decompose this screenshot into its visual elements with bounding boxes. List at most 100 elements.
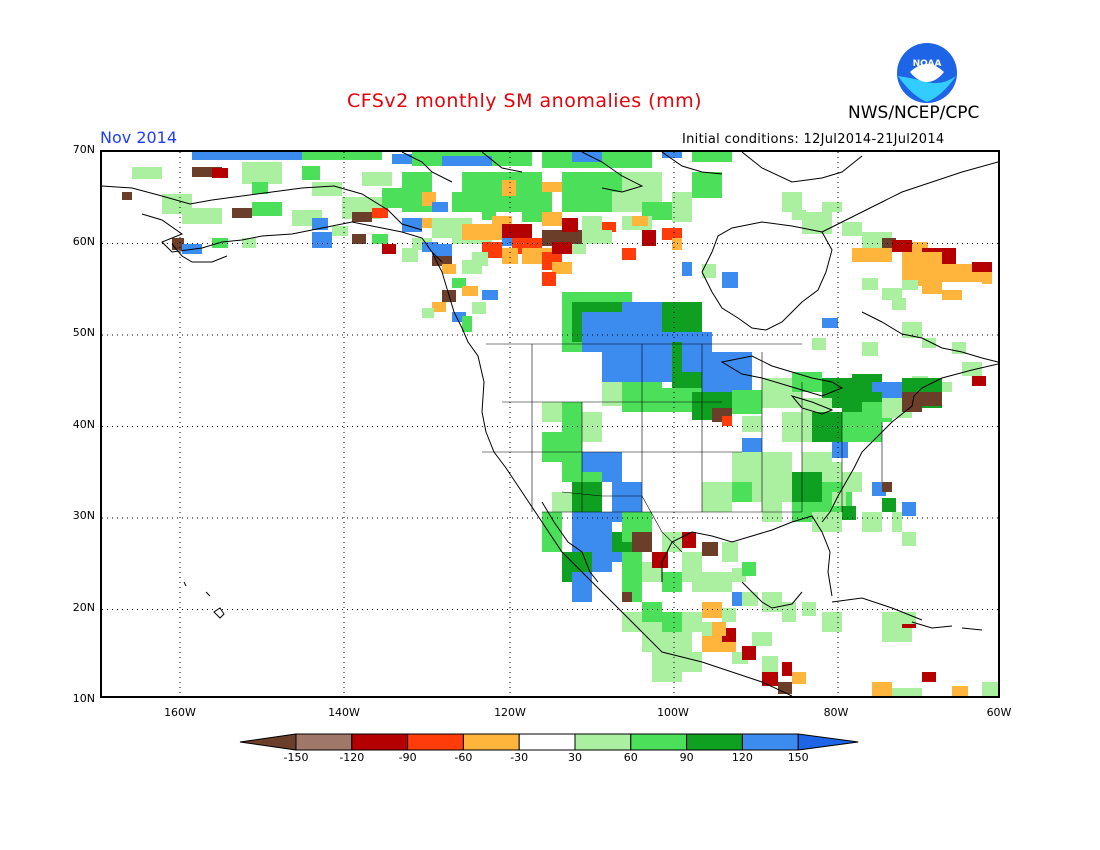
colorbar-tick-label: 150 [787,751,809,764]
organization-label: NWS/NCEP/CPC [848,103,980,123]
anomaly-cell [122,192,132,200]
anomaly-cell [462,316,472,332]
coastline [183,581,187,587]
anomaly-cell [692,172,722,198]
lat-label: 10N [72,692,95,705]
anomaly-cell [422,242,438,252]
anomaly-cell [822,318,838,328]
colorbar [239,733,859,751]
anomaly-cell [732,482,752,502]
anomaly-cell [362,172,392,186]
anomaly-cell [952,686,968,696]
anomaly-cell [352,234,366,244]
anomaly-cell [852,248,892,262]
anomaly-cell [542,402,562,422]
anomaly-cell [902,502,916,516]
anomaly-cell [662,302,702,332]
anomaly-cell [982,272,992,284]
anomaly-cell [922,338,936,348]
anomaly-cell [372,208,388,218]
colorbar-segment [630,733,688,751]
anomaly-cell [862,342,878,356]
anomaly-cell [622,592,632,602]
anomaly-cell [812,512,842,532]
anomaly-cell [572,152,602,162]
coastline [171,243,228,263]
anomaly-cell [872,682,892,696]
anomaly-cell [902,392,922,412]
colorbar-segment [407,733,464,751]
anomaly-cell [462,286,478,296]
colorbar-segment [574,733,632,751]
colorbar-tick-label: -150 [283,751,309,764]
anomaly-cell [452,312,466,322]
anomaly-cell [902,532,916,546]
anomaly-cell [922,392,942,406]
anomaly-cell [812,338,826,350]
anomaly-cell [972,376,986,386]
anomaly-cell [882,288,902,300]
anomaly-cell [652,652,682,682]
anomaly-cell [822,612,842,632]
anomaly-cell [842,222,862,236]
anomaly-cell [682,652,702,672]
map-frame [100,150,1000,698]
coastline [581,152,644,193]
anomaly-cell [692,572,712,592]
anomaly-cell [192,152,302,160]
anomaly-cell [312,218,328,230]
anomaly-cell [982,682,998,696]
anomaly-cell [312,182,342,196]
coastline [821,161,998,233]
lon-label: 100W [657,706,689,719]
colorbar-tick-label: 90 [679,751,694,764]
anomaly-cell [752,472,792,502]
colorbar-right-arrow [797,733,859,751]
colorbar-tick-label: -30 [510,751,529,764]
anomaly-cell [432,202,448,212]
lat-label: 60N [72,234,95,248]
anomaly-cell [232,208,252,218]
coastline [661,152,723,175]
anomaly-cell [712,622,726,636]
anomaly-cell [742,646,756,660]
anomaly-cell [332,226,348,236]
anomaly-cell [942,248,956,264]
anomaly-cell [862,512,882,532]
anomaly-cell [902,280,918,290]
anomaly-cell [552,242,572,254]
colorbar-segment [462,733,520,751]
anomaly-cell [352,212,372,222]
lon-label: 80W [823,706,849,719]
colorbar-segment [351,733,409,751]
anomaly-cell [782,602,796,622]
anomaly-cell [882,238,896,248]
lon-label: 120W [494,706,526,719]
colorbar-segment [295,733,353,751]
anomaly-cell [582,230,612,244]
anomaly-cell [682,262,692,276]
anomaly-cell [822,202,842,212]
noaa-logo-text: NOAA [913,59,942,69]
anomaly-cell [632,532,652,552]
anomaly-cell [892,688,922,696]
anomaly-cell [702,482,732,512]
anomaly-cell [622,248,636,260]
anomaly-cell [722,272,738,288]
anomaly-cell [562,218,578,232]
anomaly-cell [632,216,648,226]
coastline [661,515,833,597]
anomaly-cell [802,602,816,616]
anomaly-cell [642,202,672,220]
anomaly-cell [762,672,778,686]
colorbar-segment [518,733,576,751]
colorbar-tick-label: -60 [454,751,473,764]
anomaly-cell [312,232,332,248]
anomaly-cell [742,416,762,432]
lon-label: 140W [328,706,360,719]
anomaly-cell [662,228,682,240]
anomaly-cell [742,592,758,606]
anomaly-cell [652,552,668,568]
anomaly-cell [132,167,162,179]
anomaly-cell [442,156,492,166]
